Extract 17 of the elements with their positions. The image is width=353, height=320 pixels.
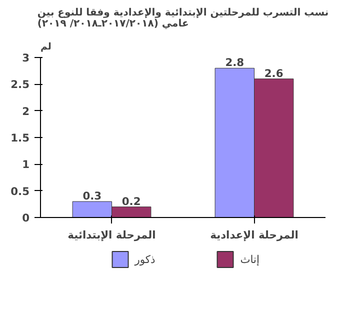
x-tick-label: المرحلة الإعدادية [210, 228, 298, 242]
y-tick-label: 0.5 [10, 184, 30, 198]
y-tick-label: 2.5 [10, 78, 30, 92]
y-tick-label: 2 [22, 104, 30, 118]
legend-label: إناث [240, 252, 260, 266]
y-axis-title: لم [40, 42, 52, 52]
y-tick-label: 1 [22, 158, 30, 172]
data-label: 2.6 [264, 66, 284, 80]
data-label: 0.3 [82, 190, 102, 202]
y-tick-label: 3 [22, 52, 30, 64]
chart-title: نسب التسرب للمرحلتين الإبتدائية والإعدادية وفقا للنوع بين عامي (٢٠١٧/٢٠١٨ـ٢٠١٨/ ٢٠١٩) [37, 8, 329, 30]
legend-label: ذكور [134, 252, 156, 266]
y-tick-label: 0 [22, 212, 30, 224]
x-tick-label: المرحلة الإبتدائية [68, 228, 156, 242]
y-tick-label: 1.5 [10, 132, 30, 144]
data-label: 0.2 [122, 194, 141, 208]
data-label: 2.8 [225, 56, 244, 70]
